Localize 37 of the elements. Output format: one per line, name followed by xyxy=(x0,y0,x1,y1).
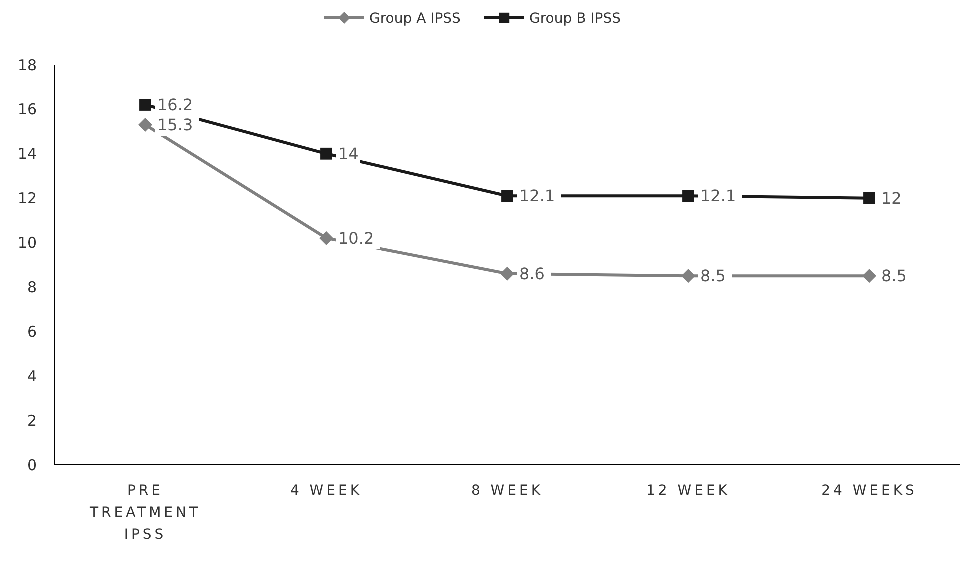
data-label: 15.3 xyxy=(158,116,194,135)
point xyxy=(320,231,334,246)
point xyxy=(682,269,696,284)
y-tick-label: 16 xyxy=(18,100,37,119)
point xyxy=(862,269,876,284)
data-label: 12 xyxy=(882,188,902,208)
x-tick-label: 8 WEEK xyxy=(471,483,544,499)
point xyxy=(864,192,876,204)
y-tick-label: 2 xyxy=(27,412,37,430)
data-label: 14 xyxy=(338,144,359,164)
point xyxy=(682,190,694,202)
x-tick-label: 24 WEEKS xyxy=(822,483,918,499)
data-label: 10.2 xyxy=(338,228,374,248)
y-tick-label: 14 xyxy=(18,145,37,164)
x-tick-label: 4 WEEK xyxy=(290,483,363,499)
legend-label: Group B IPSS xyxy=(530,10,622,27)
point xyxy=(138,118,152,132)
y-tick-label: 12 xyxy=(18,190,37,208)
y-tick-label: 8 xyxy=(27,278,37,296)
data-label: 12.1 xyxy=(520,186,556,206)
point xyxy=(502,190,514,202)
data-label: 8.5 xyxy=(700,266,726,286)
x-tick-label: PRE TREATMENT IPSS xyxy=(88,483,202,543)
y-tick-label: 10 xyxy=(18,234,37,252)
legend-label: Group A IPSS xyxy=(370,10,462,27)
data-label: 16.2 xyxy=(158,96,194,115)
x-tick-label: 12 WEEK xyxy=(646,483,730,499)
y-tick-label: 18 xyxy=(18,56,37,74)
y-tick-label: 6 xyxy=(27,322,37,341)
point xyxy=(500,266,514,281)
y-tick-label: 0 xyxy=(27,456,37,474)
point xyxy=(320,148,332,160)
data-label: 8.5 xyxy=(882,266,907,286)
data-label: 12.1 xyxy=(700,186,736,206)
y-tick-label: 4 xyxy=(27,367,37,386)
data-label: 8.6 xyxy=(520,264,545,284)
point xyxy=(140,99,152,111)
